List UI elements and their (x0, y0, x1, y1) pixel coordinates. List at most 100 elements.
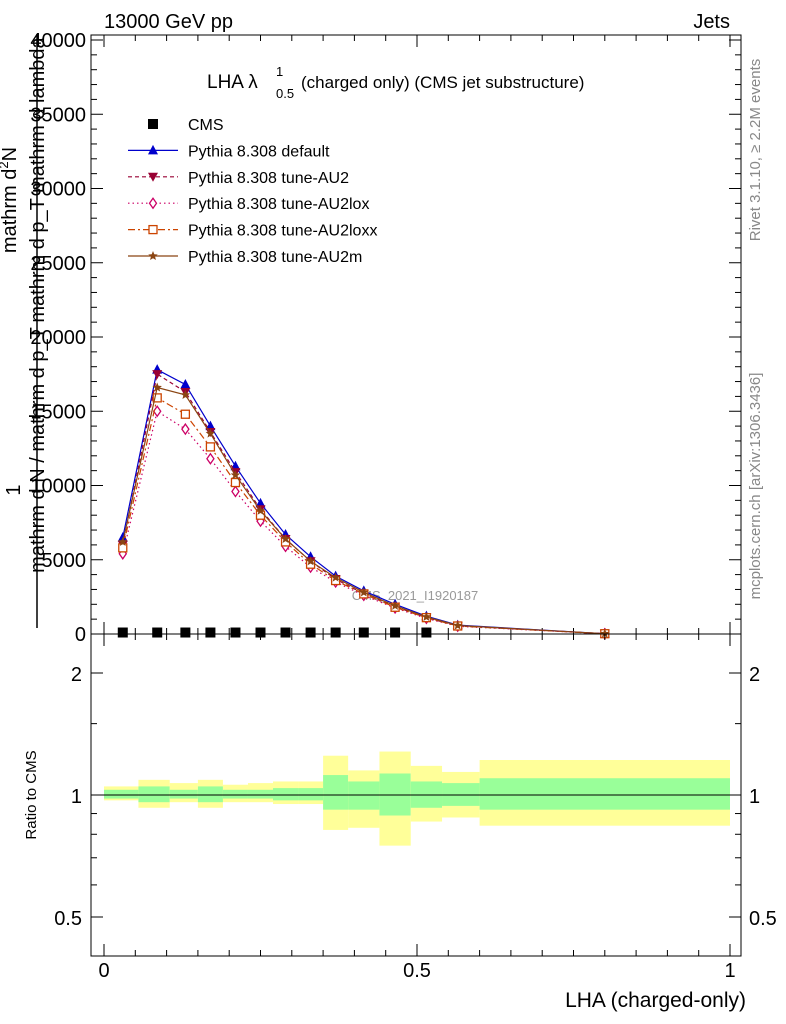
ratio-band-inner (138, 786, 170, 803)
data-point-au2lox (152, 405, 162, 418)
ratio-band-inner (169, 789, 198, 799)
ratio-band-inner (479, 778, 730, 810)
data-point-au2m (390, 600, 400, 610)
ratio-y-tick-label: 2 (71, 664, 82, 686)
plot-title-sup: 1 (276, 64, 283, 79)
ratio-band-inner (442, 783, 480, 806)
series-line-au2loxx (122, 396, 605, 635)
y-label-top: mathrm d2N (0, 147, 21, 253)
data-point-au2m (230, 470, 241, 480)
ratio-y-axis-label: Ratio to CMS (23, 750, 40, 839)
series-line-au2m (122, 386, 605, 635)
data-point-cms (305, 627, 316, 638)
data-point-au2m (452, 620, 463, 630)
data-point-cms (421, 627, 432, 638)
legend-label-au2loxx: Pythia 8.308 tune-AU2loxx (188, 223, 377, 240)
process-label: Jets (693, 11, 730, 33)
ratio-y-tick-label-right: 1 (749, 786, 760, 808)
legend-entry-au2m: Pythia 8.308 tune-AU2m (128, 249, 362, 266)
plot-title-main: LHA λ (207, 72, 258, 93)
data-point-cms (230, 627, 241, 638)
legend-entry-au2lox: Pythia 8.308 tune-AU2lox (128, 196, 369, 213)
ratio-band-inner (379, 773, 411, 816)
ratio-plot: 0.5 0.5 1 1 2 2 0 0.5 1 Ratio to CMS LHA (charge… (23, 633, 777, 1012)
legend-marker-au2m (148, 251, 158, 261)
data-point-au2m (152, 382, 162, 392)
main-plot: 0 5000 10000 15000 20000 25000 30000 35000 40000… (0, 30, 742, 646)
data-point-cms (390, 627, 401, 638)
ratio-band-inner (104, 789, 139, 799)
data-point-au2m (280, 533, 291, 544)
data-point-au2loxx (230, 477, 241, 488)
data-point-cms (117, 627, 128, 638)
legend-label-cms: CMS (188, 117, 224, 134)
legend-label-au2: Pythia 8.308 tune-AU2 (188, 170, 349, 187)
legend-marker-au2loxx (148, 224, 158, 235)
rivet-label: Rivet 3.1.10, ≥ 2.2M events (747, 59, 764, 242)
y-label-frac-den: mathrm d N / mathrm d p_T (27, 327, 49, 573)
data-point-au2lox (181, 422, 190, 436)
data-point-default (180, 379, 191, 389)
ratio-band-inner (323, 775, 349, 810)
legend-marker-default (148, 144, 158, 155)
ratio-y-tick-label: 0.5 (54, 908, 82, 930)
y-label-frac-num: 1 (3, 484, 25, 495)
y-tick-label: 5000 (42, 550, 87, 572)
x-tick-label: 0.5 (403, 960, 431, 982)
data-point-cms (330, 627, 341, 638)
data-point-cms (180, 627, 191, 638)
series-line-default (122, 368, 605, 635)
ratio-y-tick-label-right: 2 (749, 664, 760, 686)
y-axis-label: 1 mathrm d2N mathrm d p_T mathrm d lambd… (0, 34, 49, 628)
ratio-band-inner (222, 789, 248, 799)
data-point-cms (152, 627, 163, 638)
y-tick-label: 35000 (30, 104, 86, 126)
data-point-au2m (118, 536, 128, 546)
x-tick-label: 0 (98, 960, 109, 982)
y-tick-label: 10000 (30, 476, 86, 498)
legend-entry-default: Pythia 8.308 default (128, 143, 330, 160)
legend-label-default: Pythia 8.308 default (188, 143, 330, 160)
plot-title-suffix: (charged only) (CMS jet substructure) (301, 73, 584, 92)
data-point-cms (358, 627, 369, 638)
ratio-band-inner (298, 788, 324, 801)
series-au2lox (118, 405, 610, 640)
data-point-cms (280, 627, 291, 638)
series-au2m (118, 382, 610, 638)
data-point-au2m (330, 572, 341, 582)
y-tick-label: 15000 (30, 401, 86, 423)
data-point-default (255, 497, 266, 508)
plot-title: LHA λ 1 0.5 (charged only) (CMS jet subs… (207, 64, 584, 101)
legend-marker-au2 (148, 172, 158, 182)
y-label-bottom: mathrm d p_T mathrm d lambda (27, 36, 49, 322)
data-point-au2lox (206, 452, 215, 465)
data-point-au2loxx (205, 442, 216, 452)
data-point-au2loxx (180, 409, 191, 419)
data-point-au2m (421, 611, 432, 621)
legend-marker-au2lox (148, 197, 158, 210)
data-point-au2loxx (118, 543, 128, 553)
series-cms (117, 627, 432, 638)
x-tick-label: 1 (724, 960, 735, 982)
x-axis-label: LHA (charged-only) (565, 989, 746, 1012)
data-point-default (117, 531, 128, 542)
mcplots-label: mcplots.cern.ch [arXiv:1306.3436] (747, 373, 764, 600)
y-tick-label: 30000 (30, 179, 86, 201)
legend-marker-cms (148, 119, 158, 129)
data-point-au2m (305, 556, 316, 566)
legend: CMS Pythia 8.308 default Pythia 8.308 tune… (128, 117, 377, 266)
data-point-au2m (180, 389, 191, 399)
data-point-au2m (255, 505, 266, 515)
energy-label: 13000 GeV pp (104, 11, 233, 33)
y-tick-label: 20000 (30, 327, 86, 349)
data-point-au2loxx (152, 393, 162, 403)
data-point-default (205, 420, 216, 431)
ratio-band-inner (247, 789, 274, 799)
ratio-y-tick-label-right: 0.5 (749, 908, 777, 930)
y-tick-label: 25000 (30, 253, 86, 275)
data-point-au2lox (231, 485, 240, 498)
data-point-au2m (205, 428, 216, 438)
data-point-au2 (152, 370, 163, 380)
ratio-band-inner (348, 781, 380, 810)
